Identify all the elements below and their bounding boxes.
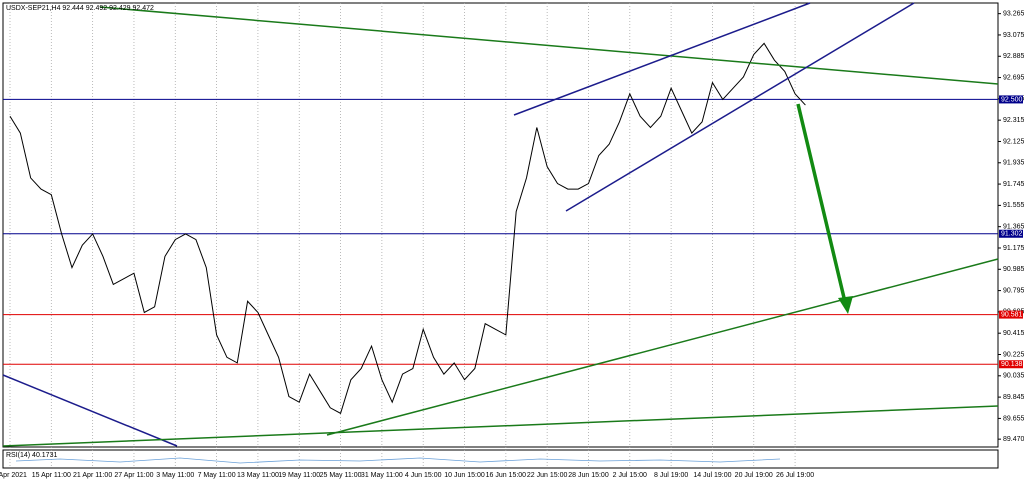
trendline: [326, 258, 999, 436]
level-label: 91.302: [1001, 231, 1023, 238]
level-label-box: [999, 360, 1023, 369]
level-label-box: [999, 310, 1023, 319]
y-tick-label: 92.125: [1003, 138, 1024, 145]
y-tick-label: 91.175: [1003, 245, 1024, 252]
arrow-shaft: [796, 103, 847, 303]
y-tick-label: 92.885: [1003, 53, 1024, 60]
x-tick-label: 7 May 11:00: [198, 472, 236, 479]
x-tick-label: 15 Apr 11:00: [32, 472, 71, 479]
trendline: [2, 374, 178, 447]
level-label: 90.138: [1001, 361, 1023, 368]
x-tick-label: 31 May 11:00: [361, 472, 403, 479]
chart-title: USDX-SEP21,H4 92.444 92.492 92.429 92.47…: [6, 5, 154, 12]
y-tick-label: 92.695: [1003, 74, 1024, 81]
x-tick-label: 25 May 11:00: [320, 472, 362, 479]
plot-frame: [2, 2, 999, 448]
trendline: [565, 2, 915, 212]
trendline: [99, 6, 999, 85]
x-tick-label: 16 Jun 15:00: [486, 472, 527, 479]
trendline: [2, 405, 999, 447]
y-tick-label: 90.795: [1003, 287, 1024, 294]
y-tick-label: 91.935: [1003, 160, 1024, 167]
y-tick-label: 89.845: [1003, 394, 1024, 401]
x-tick-label: 8 Jul 19:00: [654, 472, 688, 479]
y-tick-label: 89.655: [1003, 415, 1024, 422]
y-tick-label: 91.555: [1003, 202, 1024, 209]
y-tick-label: 92.315: [1003, 117, 1024, 124]
x-tick-label: 21 Apr 11:00: [73, 472, 112, 479]
y-tick-label: 91.365: [1003, 224, 1024, 231]
y-tick-label: 90.985: [1003, 266, 1024, 273]
x-tick-label: 3 May 11:00: [156, 472, 194, 479]
x-tick-label: 28 Jun 15:00: [568, 472, 609, 479]
indicator-line: [15, 457, 781, 464]
x-tick-label: 13 May 11:00: [237, 472, 279, 479]
x-tick-label: 26 Jul 19:00: [776, 472, 814, 479]
x-tick-label: 9 Apr 2021: [0, 472, 27, 479]
price-line: [9, 42, 806, 415]
trendline: [513, 2, 811, 116]
indicator-frame: [2, 449, 999, 469]
arrow-head: [838, 296, 853, 314]
level-label-box: [999, 229, 1023, 238]
level-label-box: [999, 95, 1023, 104]
level-label: 90.581: [1001, 311, 1023, 318]
y-tick-label: 93.075: [1003, 32, 1024, 39]
level-label: 92.500: [1001, 96, 1023, 103]
x-tick-label: 14 Jul 19:00: [693, 472, 731, 479]
x-tick-label: 27 Apr 11:00: [114, 472, 153, 479]
y-tick-label: 89.470: [1003, 436, 1024, 443]
y-tick-label: 90.035: [1003, 373, 1024, 380]
x-tick-label: 20 Jul 19:00: [735, 472, 773, 479]
indicator-label: RSI(14) 40.1731: [6, 452, 57, 459]
trendlines: [2, 2, 999, 447]
y-tick-label: 93.265: [1003, 10, 1024, 17]
x-tick-label: 4 Jun 15:00: [405, 472, 442, 479]
x-tick-label: 22 Jun 15:00: [527, 472, 568, 479]
y-tick-label: 90.225: [1003, 351, 1024, 358]
x-tick-label: 2 Jul 15:00: [613, 472, 647, 479]
y-tick-label: 91.745: [1003, 181, 1024, 188]
x-tick-label: 10 Jun 15:00: [444, 472, 485, 479]
x-tick-label: 19 May 11:00: [278, 472, 320, 479]
y-tick-label: 90.415: [1003, 330, 1024, 337]
